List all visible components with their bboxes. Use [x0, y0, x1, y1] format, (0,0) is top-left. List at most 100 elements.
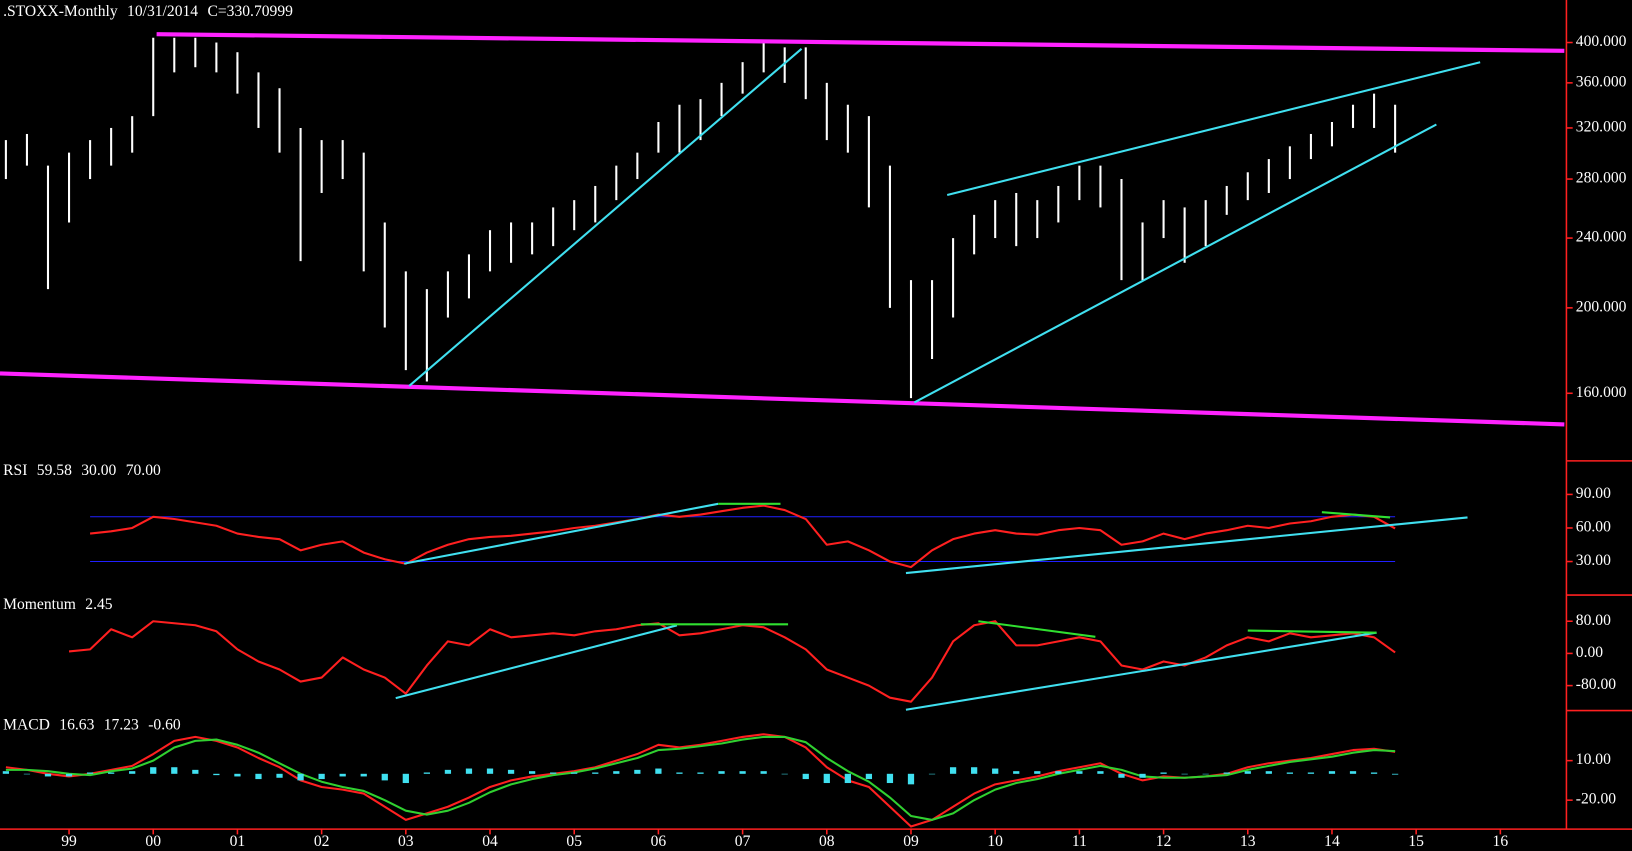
histogram-bar	[844, 773, 851, 784]
x-tick-label: 07	[735, 833, 751, 850]
histogram-bar	[1265, 771, 1272, 774]
histogram-bar	[402, 773, 409, 784]
x-tick-label: 03	[398, 833, 414, 850]
date-label: 10/31/2014	[127, 3, 198, 20]
histogram-bar	[44, 773, 52, 777]
histogram-bar	[886, 773, 894, 784]
histogram-bar	[592, 772, 599, 774]
y-tick-label: 160.000	[1576, 384, 1627, 401]
trendline	[1247, 629, 1377, 634]
histogram-bar	[23, 773, 31, 775]
x-tick-label: 14	[1324, 833, 1340, 850]
x-tick-label: 05	[566, 833, 582, 850]
x-tick-label: 16	[1493, 833, 1509, 850]
x-tick-label: 08	[819, 833, 835, 850]
histogram-bar	[739, 771, 746, 774]
trendline	[978, 620, 1096, 638]
value-readout: -0.60	[148, 717, 181, 734]
y-tick-label: 240.000	[1576, 229, 1627, 246]
histogram-bar	[613, 771, 620, 774]
histogram-bar	[928, 773, 936, 775]
x-tick-label: 13	[1240, 833, 1256, 850]
y-tick-label: 280.000	[1576, 170, 1627, 187]
histogram-bar	[865, 773, 873, 780]
histogram-bar	[634, 769, 641, 774]
x-tick-label: 00	[145, 833, 161, 850]
trendline	[156, 32, 1565, 53]
panel-title: .STOXX-Monthly	[3, 3, 118, 20]
histogram-bar	[444, 769, 452, 774]
level-readout: 30.00	[81, 462, 116, 479]
histogram-bar	[108, 772, 115, 774]
histogram-bar	[718, 771, 725, 774]
y-tick-label: 90.00	[1576, 485, 1611, 502]
value-readout: 17.23	[104, 717, 139, 734]
panel-title: RSI	[3, 462, 27, 479]
trendline	[913, 123, 1437, 404]
x-tick-label: 04	[482, 833, 498, 850]
x-tick-label: 15	[1408, 833, 1424, 850]
histogram-bar	[486, 768, 494, 774]
histogram-bar	[550, 772, 557, 774]
histogram-bar	[423, 772, 430, 774]
histogram-bar	[971, 767, 978, 774]
trendline	[403, 502, 719, 565]
y-tick-label: 0.00	[1576, 644, 1603, 661]
histogram-bar	[150, 767, 157, 774]
x-tick-label: 09	[903, 833, 919, 850]
histogram-bar	[255, 773, 262, 780]
histogram-bar	[676, 772, 683, 774]
y-tick-label: 80.00	[1576, 612, 1611, 629]
histogram-bar	[171, 767, 178, 774]
trendline	[395, 624, 678, 700]
histogram-bar	[65, 773, 73, 777]
x-tick-label: 99	[61, 833, 77, 850]
y-tick-label: 60.00	[1576, 519, 1611, 536]
histogram-bar	[234, 773, 241, 777]
value-readout: 59.58	[37, 462, 72, 479]
histogram-bar	[1370, 772, 1378, 774]
x-tick-label: 10	[987, 833, 1003, 850]
histogram-bar	[1013, 771, 1020, 774]
indicator-line	[5, 735, 1396, 821]
x-tick-label: 02	[314, 833, 330, 850]
x-tick-label: 01	[230, 833, 246, 850]
x-tick-label: 12	[1156, 833, 1172, 850]
histogram-bar	[1202, 773, 1209, 775]
histogram-bar	[297, 773, 304, 781]
indicator-line	[89, 504, 1396, 569]
histogram-bar	[949, 767, 957, 774]
histogram-bar	[1391, 773, 1399, 775]
histogram-bar	[360, 773, 367, 777]
histogram-bar	[318, 773, 325, 780]
x-tick-label: 11	[1072, 833, 1087, 850]
trendline	[408, 48, 803, 387]
trendline	[0, 371, 1565, 427]
histogram-bar	[192, 769, 199, 774]
y-tick-label: 360.000	[1576, 73, 1627, 90]
histogram-bar	[760, 771, 767, 774]
histogram-bar	[1286, 772, 1293, 774]
trendline	[905, 631, 1377, 711]
y-tick-label: 30.00	[1576, 552, 1611, 569]
histogram-bar	[1307, 772, 1315, 774]
histogram-bar	[1076, 771, 1083, 774]
histogram-bar	[571, 772, 578, 774]
histogram-bar	[697, 772, 704, 774]
y-tick-label: -20.00	[1576, 791, 1616, 808]
histogram-bar	[1223, 772, 1230, 774]
level-readout: 70.00	[126, 462, 161, 479]
histogram-bar	[1097, 771, 1104, 774]
histogram-bar	[2, 771, 10, 774]
histogram-bar	[1181, 773, 1188, 775]
histogram-bar	[1139, 773, 1146, 778]
y-tick-label: 320.000	[1576, 119, 1627, 136]
indicator-line	[68, 620, 1396, 703]
histogram-bar	[528, 771, 536, 774]
trendline	[905, 516, 1468, 575]
histogram-bar	[381, 773, 388, 781]
histogram-bar	[86, 772, 94, 774]
